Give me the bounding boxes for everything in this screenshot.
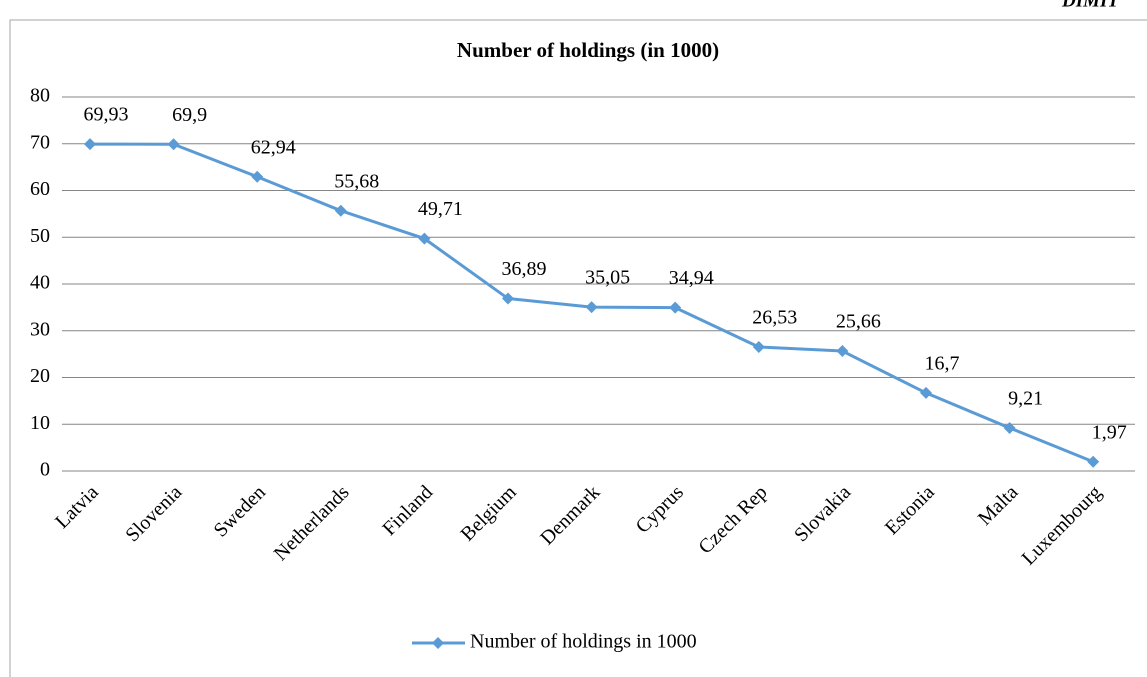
point-marker [669, 301, 682, 314]
y-tick-label: 80 [30, 85, 50, 107]
chart-border [9, 19, 1147, 677]
y-tick-label: 70 [30, 131, 50, 153]
data-label: 69,9 [172, 104, 207, 126]
y-tick-label: 0 [40, 459, 50, 481]
point-marker [752, 340, 765, 353]
data-label: 49,71 [418, 198, 463, 220]
data-label: 1,97 [1092, 421, 1127, 443]
x-tick-label: Slovakia [790, 481, 855, 546]
x-tick-label: Belgium [457, 481, 522, 546]
data-label: 55,68 [334, 170, 379, 192]
data-label: 25,66 [836, 311, 881, 333]
data-label: 16,7 [925, 353, 960, 375]
x-tick-label: Netherlands [270, 481, 354, 565]
x-tick-label: Estonia [881, 481, 939, 539]
data-label: 36,89 [502, 258, 547, 280]
data-label: 26,53 [752, 307, 797, 329]
y-tick-label: 40 [30, 272, 50, 294]
x-tick-label: Slovenia [121, 481, 186, 546]
legend-label: Number of holdings in 1000 [470, 631, 697, 653]
y-tick-label: 20 [30, 365, 50, 387]
x-tick-label: Czech Rep [694, 481, 771, 558]
data-label: 69,93 [84, 104, 129, 126]
x-tick-label: Finland [378, 481, 437, 540]
y-tick-label: 60 [30, 178, 50, 200]
data-label: 34,94 [669, 267, 714, 289]
point-marker [251, 170, 264, 183]
chart-title: Number of holdings (in 1000) [457, 38, 719, 62]
point-marker [920, 386, 932, 399]
x-tick-label: Denmark [536, 481, 604, 549]
legend-marker [432, 637, 444, 649]
point-marker [1087, 455, 1100, 468]
x-tick-label: Latvia [51, 481, 103, 533]
point-marker [836, 345, 849, 358]
y-tick-label: 50 [30, 225, 50, 247]
point-marker [334, 204, 347, 217]
data-label: 9,21 [1008, 388, 1043, 410]
x-tick-label: Malta [974, 481, 1023, 530]
page-header: DIMIT [1061, 0, 1120, 11]
point-marker [502, 292, 514, 305]
point-marker [1003, 421, 1016, 434]
x-tick-label: Cyprus [632, 481, 689, 538]
data-label: 35,05 [585, 267, 630, 289]
x-tick-label: Luxembourg [1018, 481, 1106, 569]
point-marker [84, 138, 96, 151]
y-tick-label: 30 [30, 318, 50, 340]
point-marker [418, 232, 431, 245]
data-label: 62,94 [251, 136, 296, 158]
y-tick-label: 10 [30, 412, 50, 434]
point-marker [585, 301, 598, 314]
point-marker [167, 138, 180, 151]
x-tick-label: Sweden [210, 481, 270, 541]
